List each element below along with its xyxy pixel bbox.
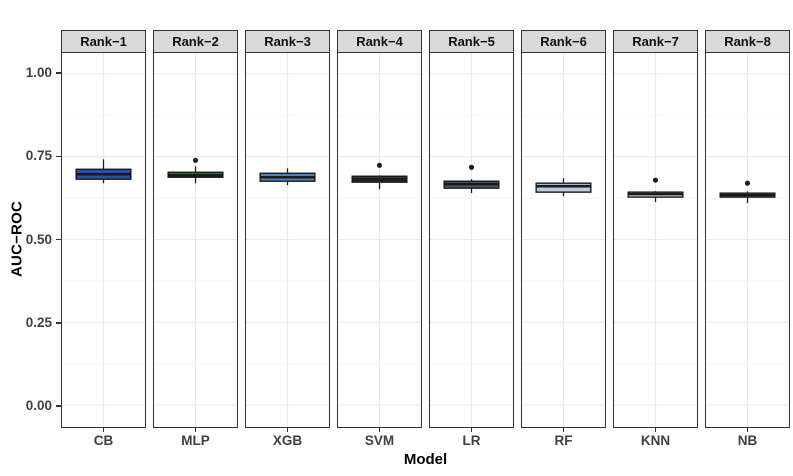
facet-strip-label: Rank−6	[521, 30, 606, 52]
x-tick-label: MLP	[181, 433, 210, 448]
facet-cb: Rank−1 CB	[61, 30, 146, 448]
facet-strip-label: Rank−1	[61, 30, 146, 52]
x-tick-mark	[194, 428, 197, 432]
y-tick-label: 0.25	[25, 314, 52, 330]
facet-panel	[245, 52, 330, 428]
y-tick-mark	[56, 322, 61, 324]
y-tick-label: 0.50	[25, 231, 52, 247]
x-axis-title: Model	[403, 451, 448, 468]
x-tick-mark	[102, 428, 105, 432]
y-tick-mark	[56, 72, 61, 74]
y-tick-label: 0.75	[25, 148, 52, 164]
x-tick-mark	[654, 428, 657, 432]
x-tick-label: KNN	[640, 433, 671, 448]
y-tick-mark	[56, 405, 61, 407]
facet-strip-label: Rank−2	[153, 30, 238, 52]
facet-panel	[429, 52, 514, 428]
facet-strip-label: Rank−4	[337, 30, 422, 52]
facet-lr: Rank−5 LR	[429, 30, 514, 448]
facet-panel	[705, 52, 790, 428]
facet-panel	[153, 52, 238, 428]
facet-strip-label: Rank−5	[429, 30, 514, 52]
facet-rf: Rank−6 RF	[521, 30, 606, 448]
y-tick-label: 0.00	[25, 398, 52, 413]
facet-panel	[61, 52, 146, 428]
facet-panel	[521, 52, 606, 428]
x-tick-label: CB	[93, 433, 114, 448]
y-tick-label: 1.00	[25, 65, 52, 80]
facet-svm: Rank−4 SVM	[337, 30, 422, 448]
x-tick-label: SVM	[364, 433, 395, 448]
x-tick-label: RF	[554, 433, 573, 448]
facet-xgb: Rank−3 XGB	[245, 30, 330, 448]
facet-panel	[613, 52, 698, 428]
y-tick-mark	[56, 238, 61, 241]
x-tick-label: LR	[462, 433, 481, 448]
facet-strip-label: Rank−8	[705, 30, 790, 52]
x-tick-label: NB	[737, 433, 758, 448]
facet-knn: Rank−7 KNN	[613, 30, 698, 448]
x-tick-mark	[286, 428, 289, 432]
x-tick-mark	[746, 428, 749, 432]
facet-strip-label: Rank−3	[245, 30, 330, 52]
facet-strip-label: Rank−7	[613, 30, 698, 52]
x-tick-mark	[562, 428, 565, 432]
x-tick-mark	[470, 428, 473, 432]
x-tick-mark	[378, 428, 381, 432]
x-tick-label: XGB	[272, 433, 303, 448]
y-tick-mark	[56, 155, 61, 157]
facet-panel	[337, 52, 422, 428]
facet-panels: Rank−1 CB Rank−2 MLP Rank−3 XGB Rank−4 SVM Rank−…	[61, 30, 790, 448]
facet-nb: Rank−8 NB	[705, 30, 790, 448]
facet-mlp: Rank−2 MLP	[153, 30, 238, 448]
